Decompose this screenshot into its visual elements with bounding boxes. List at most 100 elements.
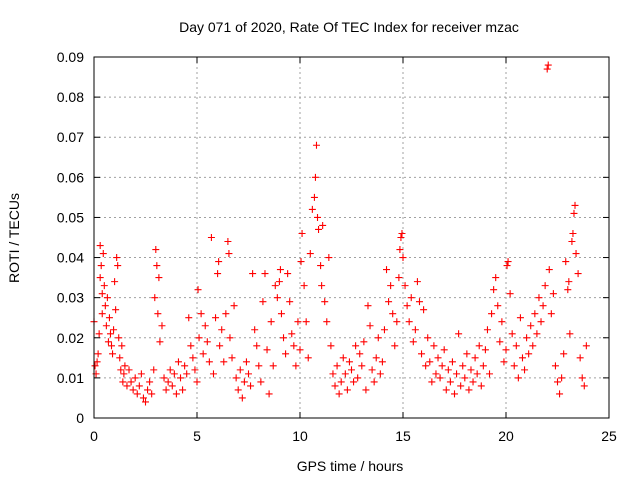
data-point: [216, 342, 224, 350]
data-point: [343, 386, 351, 394]
data-point: [271, 282, 279, 290]
data-point: [127, 378, 135, 386]
data-point: [123, 382, 131, 390]
data-point: [131, 374, 139, 382]
x-tick-label: 5: [193, 428, 201, 444]
data-point: [541, 282, 549, 290]
data-point: [352, 342, 360, 350]
data-point: [207, 234, 215, 241]
data-point: [475, 342, 483, 350]
data-point: [578, 374, 586, 382]
data-point: [201, 322, 209, 330]
data-point: [174, 358, 182, 366]
data-point: [259, 298, 267, 306]
data-point: [385, 298, 393, 306]
data-point: [93, 358, 101, 366]
data-point: [152, 246, 160, 254]
y-tick-label: 0.02: [57, 330, 84, 346]
data-point: [111, 278, 119, 286]
data-point: [170, 370, 178, 378]
data-point: [420, 306, 428, 314]
data-point: [142, 398, 149, 406]
data-point: [302, 318, 310, 326]
data-point: [397, 234, 405, 241]
data-point: [228, 354, 236, 362]
y-tick-label: 0.08: [57, 89, 84, 105]
data-point: [308, 205, 316, 213]
data-point: [469, 378, 477, 386]
data-point: [422, 362, 430, 370]
data-point: [568, 238, 576, 246]
data-point: [442, 386, 450, 394]
data-point: [566, 330, 574, 338]
data-point: [378, 358, 386, 366]
data-point: [436, 374, 444, 382]
data-point: [500, 358, 508, 366]
data-point: [205, 358, 213, 366]
x-axis-label: GPS time / hours: [297, 458, 404, 474]
data-point: [242, 358, 250, 366]
data-point: [155, 274, 163, 282]
data-point: [565, 278, 573, 286]
data-point: [103, 294, 111, 302]
data-points: [90, 61, 590, 406]
data-point: [333, 362, 341, 370]
data-point: [354, 374, 362, 382]
data-point: [139, 394, 147, 402]
data-point: [185, 314, 193, 322]
data-point: [319, 221, 327, 229]
data-point: [572, 250, 580, 258]
data-point: [457, 382, 465, 390]
data-point: [222, 310, 230, 318]
data-point: [191, 366, 199, 374]
data-point: [409, 338, 417, 346]
data-point: [251, 326, 259, 334]
data-point: [100, 282, 108, 290]
data-point: [277, 310, 285, 318]
data-point: [312, 141, 320, 149]
data-point: [166, 366, 174, 374]
data-point: [407, 294, 415, 302]
data-point: [486, 370, 494, 378]
data-point: [236, 366, 244, 374]
data-point: [374, 334, 382, 342]
data-point: [459, 362, 467, 370]
data-point: [282, 350, 290, 358]
data-point: [479, 362, 487, 370]
data-point: [189, 354, 197, 362]
data-point: [95, 330, 103, 338]
data-point: [114, 262, 122, 270]
data-point: [362, 386, 370, 394]
data-point: [177, 374, 185, 382]
data-point: [253, 342, 261, 350]
data-point: [574, 270, 582, 278]
data-point: [551, 362, 559, 370]
data-point: [96, 242, 104, 250]
data-point: [434, 354, 442, 362]
data-point: [300, 282, 308, 290]
data-point: [105, 314, 113, 322]
data-point: [101, 302, 109, 310]
data-point: [544, 61, 552, 69]
data-point: [99, 250, 107, 258]
data-point: [232, 374, 240, 382]
y-tick-label: 0: [76, 410, 84, 426]
data-point: [269, 362, 277, 370]
data-point: [582, 342, 590, 350]
data-point: [298, 229, 306, 237]
data-point: [137, 370, 145, 378]
data-point: [168, 382, 176, 390]
data-point: [297, 258, 305, 266]
data-point: [360, 338, 368, 346]
data-point: [160, 374, 168, 382]
data-point: [194, 286, 202, 294]
x-tick-label: 25: [601, 428, 617, 444]
data-point: [296, 346, 304, 354]
data-point: [467, 366, 475, 374]
data-point: [286, 298, 294, 306]
data-point: [529, 342, 537, 350]
data-point: [398, 229, 406, 237]
data-point: [391, 342, 399, 350]
data-point: [483, 326, 491, 334]
